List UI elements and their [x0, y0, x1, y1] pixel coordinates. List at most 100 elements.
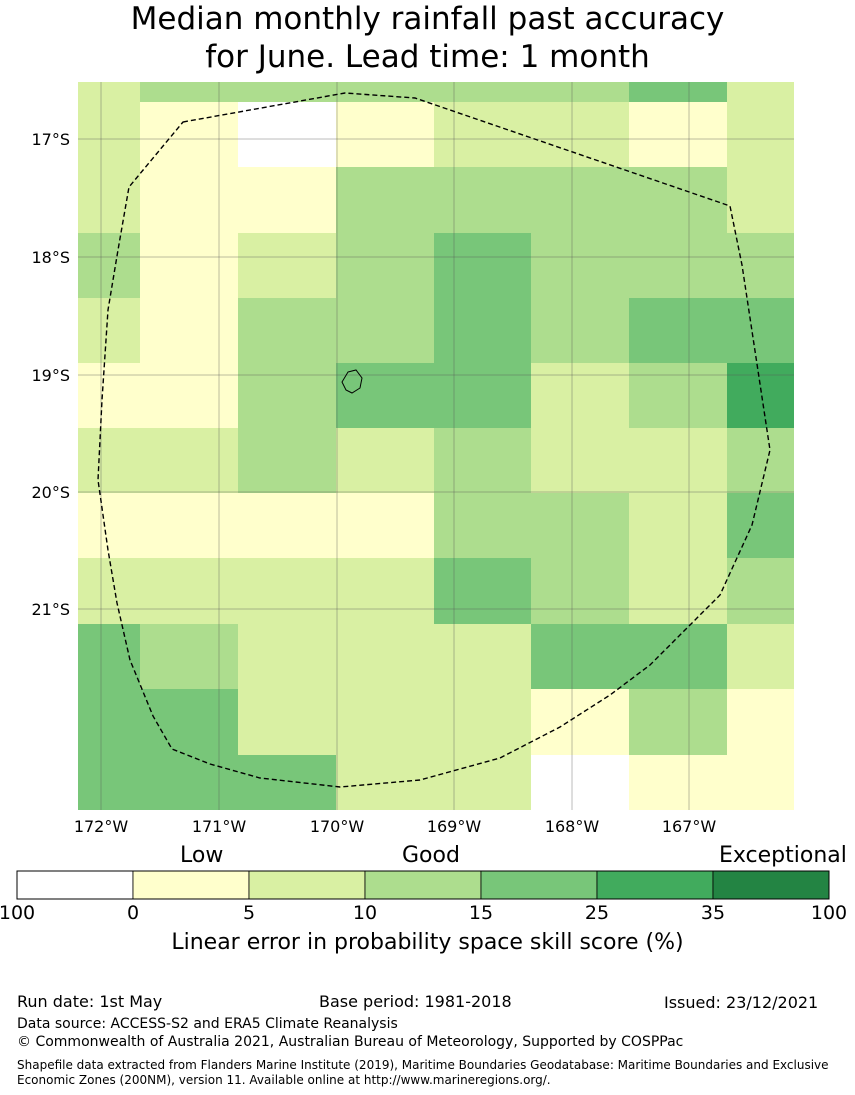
grid-cell [78, 689, 140, 755]
grid-cell [336, 167, 434, 233]
grid-cell [238, 102, 336, 167]
title-line-1: Median monthly rainfall past accuracy [130, 1, 725, 37]
grid-cell [434, 689, 531, 755]
grid-cell [78, 298, 140, 363]
colorbar-segment [364, 870, 482, 900]
grid-cell [531, 558, 629, 624]
run-date: Run date: 1st May [17, 992, 163, 1011]
data-source: Data source: ACCESS-S2 and ERA5 Climate … [17, 1016, 398, 1032]
copyright: © Commonwealth of Australia 2021, Austra… [17, 1034, 684, 1050]
grid-cell [434, 755, 531, 810]
grid-cell [140, 82, 238, 102]
grid-cell [336, 624, 434, 689]
lon-label: 172°W [74, 817, 129, 836]
grid-cell [140, 363, 238, 428]
grid-cell [434, 558, 531, 624]
shapefile-credit-2: Economic Zones (200NM), version 11. Avai… [17, 1073, 551, 1087]
lon-label: 170°W [310, 817, 365, 836]
colorbar-tick: 25 [584, 902, 610, 924]
grid-cell [336, 558, 434, 624]
grid-cell [140, 233, 238, 298]
lat-label: 20°S [31, 483, 70, 502]
grid-cell [629, 689, 727, 755]
grid-cell [629, 102, 727, 167]
grid-cell [78, 755, 140, 810]
grid-cell [629, 428, 727, 493]
grid-cell [336, 428, 434, 493]
grid-cell [78, 233, 140, 298]
grid-cell [727, 755, 794, 810]
grid-cell [434, 624, 531, 689]
grid-cell [78, 102, 140, 167]
grid-cell [238, 558, 336, 624]
grid-cell [78, 624, 140, 689]
lat-label: 18°S [31, 248, 70, 267]
grid-cell [531, 755, 629, 810]
colorbar [16, 870, 830, 900]
grid-cell [531, 298, 629, 363]
grid-cell [531, 233, 629, 298]
grid-cell [434, 167, 531, 233]
grid-cell [78, 82, 140, 102]
grid-cell [727, 624, 794, 689]
grid-cell [727, 689, 794, 755]
grid-cell [434, 493, 531, 558]
title-line-2: for June. Lead time: 1 month [205, 39, 650, 75]
colorbar-tick: 35 [700, 902, 726, 924]
base-period: Base period: 1981-2018 [319, 992, 512, 1011]
grid-cell [531, 167, 629, 233]
colorbar-tick: 5 [242, 902, 256, 924]
grid-cell [238, 363, 336, 428]
colorbar-tick: 100 [810, 902, 848, 924]
grid-cell [336, 82, 434, 102]
grid-cell [629, 558, 727, 624]
grid-cell [238, 298, 336, 363]
colorbar-segment [712, 870, 830, 900]
grid-cell [727, 82, 794, 102]
colorbar-tick: 15 [468, 902, 494, 924]
colorbar-category-good: Good [402, 843, 460, 868]
grid-cell [727, 167, 794, 233]
colorbar-tick: 100 [0, 902, 36, 924]
grid-cell [238, 624, 336, 689]
grid-cell [629, 755, 727, 810]
grid-cell [140, 298, 238, 363]
colorbar-title: Linear error in probability space skill … [171, 930, 684, 955]
grid-cell [238, 82, 336, 102]
lon-label: 168°W [545, 817, 600, 836]
grid-cell [140, 167, 238, 233]
grid-cell [531, 624, 629, 689]
grid-cell [78, 493, 140, 558]
grid-cell [727, 102, 794, 167]
lon-label: 171°W [192, 817, 247, 836]
grid-cell [140, 755, 238, 810]
grid-cell [531, 689, 629, 755]
grid-cell [629, 363, 727, 428]
grid-cell [140, 493, 238, 558]
grid-cell [531, 493, 629, 558]
grid-cell [238, 755, 336, 810]
grid-cell [727, 493, 794, 558]
colorbar-tick: 0 [126, 902, 140, 924]
grid-cell [434, 298, 531, 363]
grid-cell [434, 102, 531, 167]
grid-cell [238, 689, 336, 755]
grid-cell [238, 167, 336, 233]
grid-cell [238, 233, 336, 298]
lat-label: 19°S [31, 366, 70, 385]
grid-cell [238, 428, 336, 493]
issued-date: Issued: 23/12/2021 [664, 993, 819, 1012]
colorbar-segment [16, 870, 134, 900]
colorbar-segment [248, 870, 366, 900]
colorbar-category-low: Low [180, 843, 224, 868]
grid-cell [336, 689, 434, 755]
grid-cell [336, 298, 434, 363]
graticule [78, 82, 794, 810]
grid-cell [140, 624, 238, 689]
grid-cell [434, 82, 531, 102]
eez-boundary [97, 92, 771, 788]
grid-cell [727, 298, 794, 363]
lat-label: 21°S [31, 600, 70, 619]
grid-cell [629, 298, 727, 363]
grid-cell [78, 558, 140, 624]
